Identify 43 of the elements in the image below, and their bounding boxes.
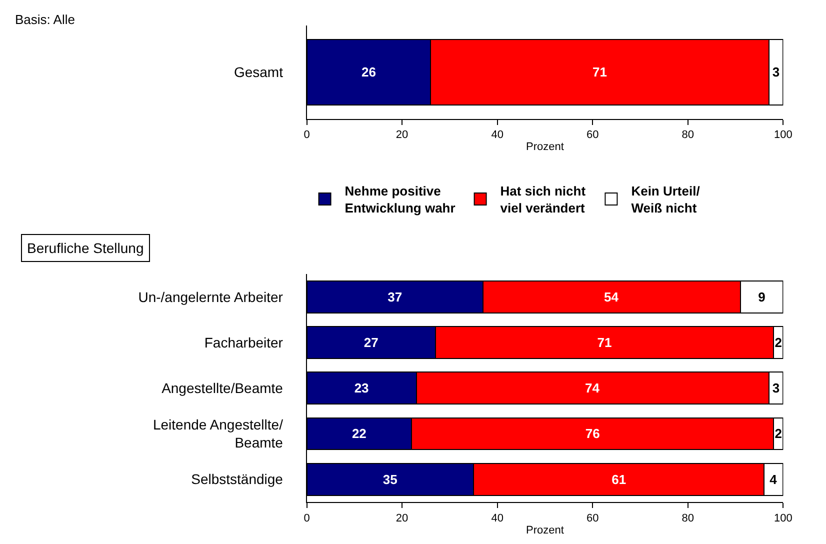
data-label: 71 [597, 335, 612, 350]
data-label: 37 [388, 289, 402, 304]
legend-label: Hat sich nicht viel verändert [500, 184, 586, 216]
x-tick-label: 20 [396, 512, 408, 524]
x-tick-label: 100 [774, 512, 792, 524]
y-tick-label: Gesamt [234, 64, 284, 80]
x-tick-label: 0 [304, 512, 310, 524]
data-label: 9 [758, 289, 766, 304]
data-label: 2 [774, 426, 782, 442]
y-tick-label: Leitende Angestellte/ Beamte [152, 416, 284, 451]
x-tick-label: 60 [586, 128, 599, 141]
y-tick-label: Selbstständige [191, 471, 284, 488]
y-tick-label: Facharbeiter [204, 334, 284, 350]
x-tick-label: 0 [304, 128, 310, 141]
x-tick-label: 40 [491, 512, 504, 524]
data-label: 2 [774, 335, 782, 350]
text: Basis: Alle [15, 12, 75, 27]
data-label: 71 [592, 64, 607, 80]
data-label: 76 [585, 426, 600, 442]
legend-label: Nehme positive Entwicklung wahr [344, 184, 456, 216]
x-tick-label: 20 [396, 128, 408, 141]
data-label: 74 [585, 380, 600, 396]
x-tick-label: 80 [682, 128, 694, 141]
data-label: 26 [361, 64, 376, 80]
data-label: 23 [354, 380, 369, 396]
x-tick-label: 40 [491, 128, 504, 141]
legend-label: Kein Urteil/ Weiß nicht [631, 184, 700, 216]
data-label: 61 [612, 472, 626, 487]
x-tick-label: 100 [774, 128, 792, 141]
data-label: 22 [352, 426, 366, 442]
data-label: 3 [772, 380, 780, 396]
data-label: 35 [382, 472, 398, 487]
text: Berufliche Stellung [27, 240, 144, 256]
data-label: 3 [772, 64, 780, 80]
y-tick-label: Angestellte/Beamte [162, 380, 284, 396]
data-label: 54 [604, 289, 620, 304]
x-tick-label: 60 [586, 512, 599, 524]
x-axis-title: Prozent [526, 141, 564, 154]
x-axis-title: Prozent [526, 524, 564, 536]
x-tick-label: 80 [682, 512, 694, 524]
data-label: 27 [364, 335, 378, 350]
data-label: 4 [770, 472, 778, 487]
y-tick-label: Un-/angelernte Arbeiter [138, 288, 284, 305]
